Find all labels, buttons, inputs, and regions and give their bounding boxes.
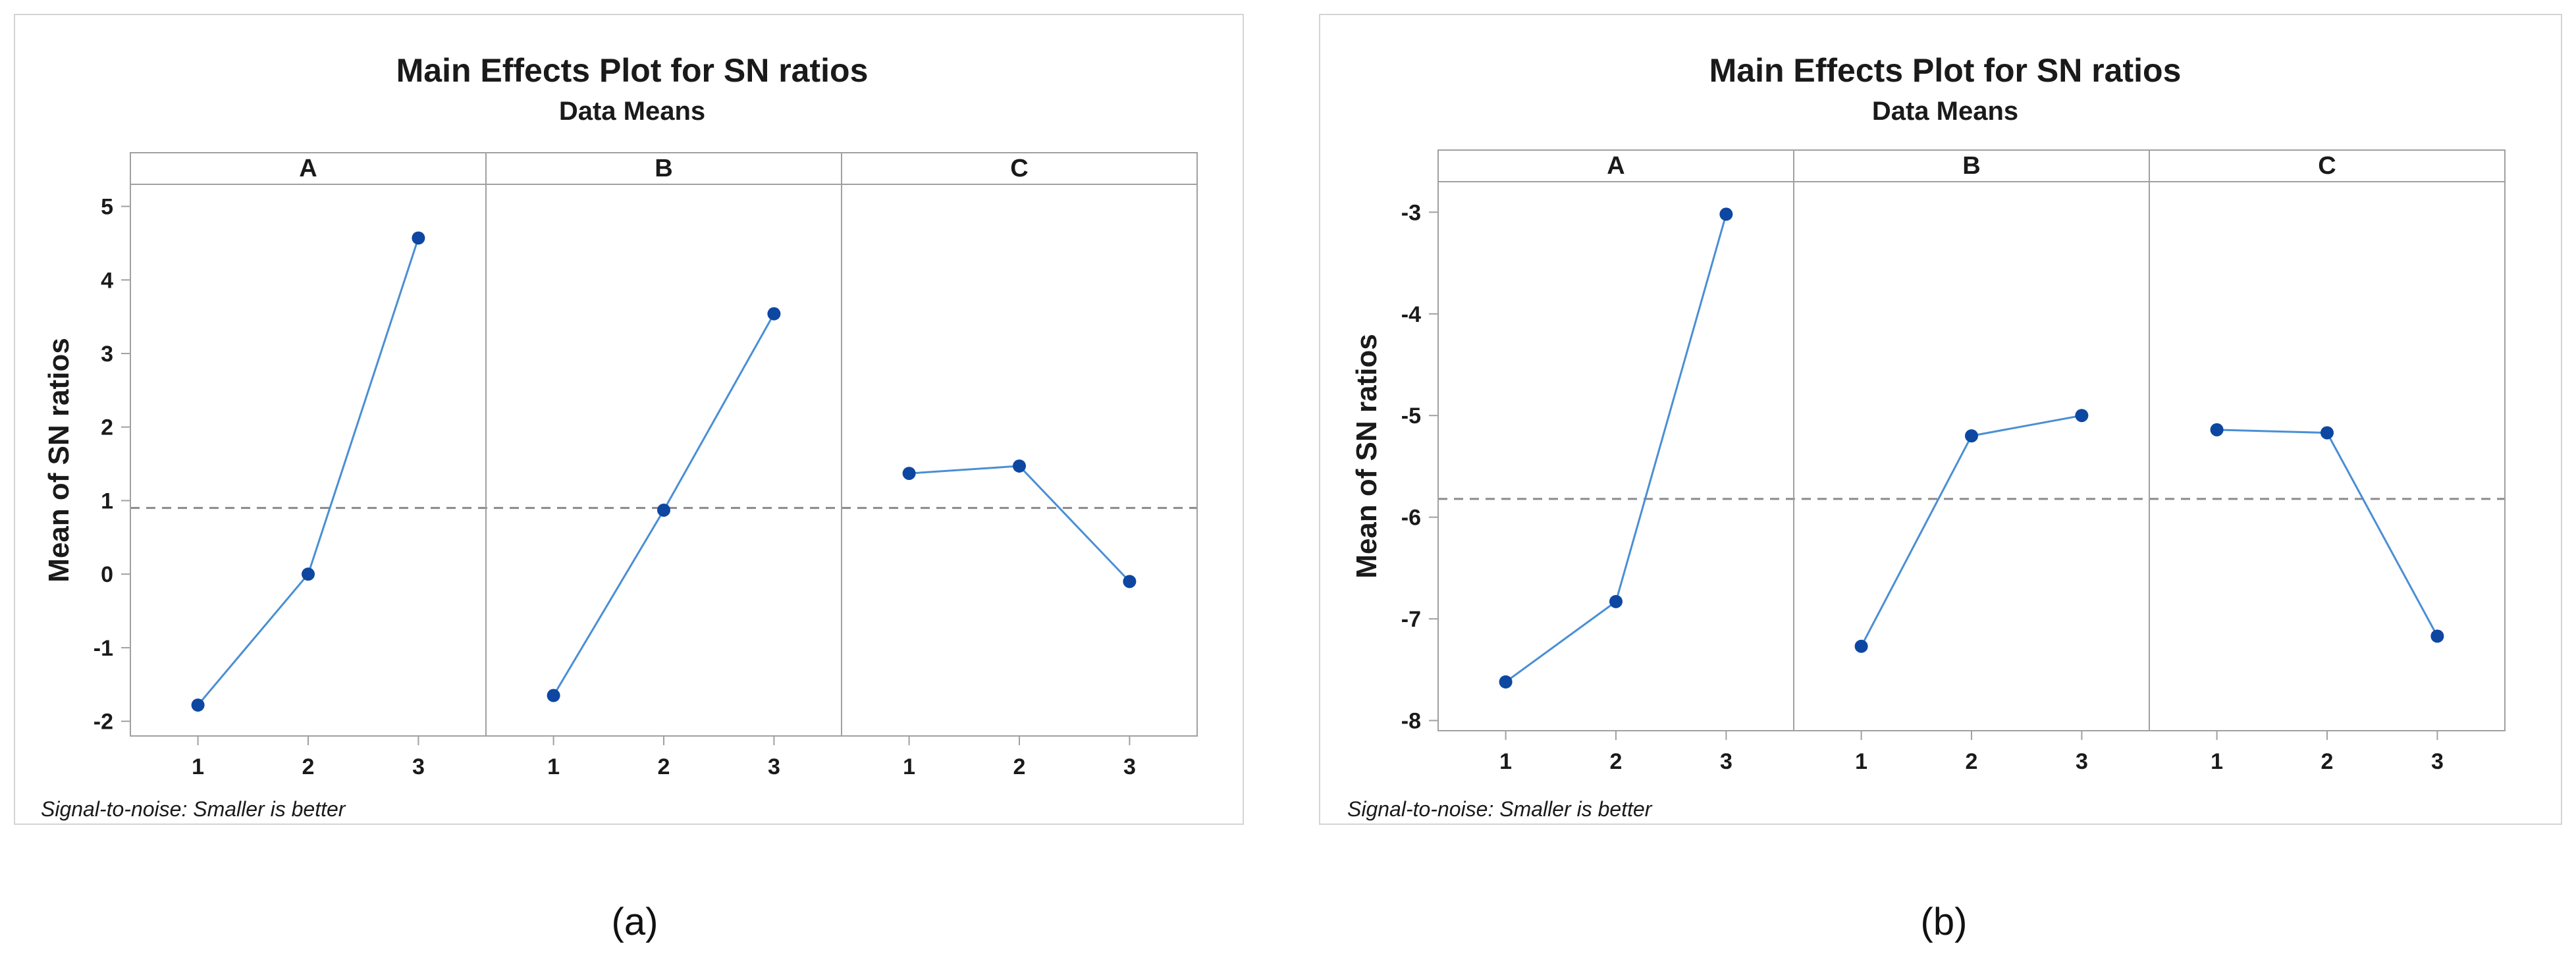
y-tick-label: 1 (101, 488, 113, 513)
facet-label-A: A (1607, 152, 1624, 180)
data-point (1719, 207, 1733, 221)
data-point (2075, 409, 2089, 423)
x-tick-label: 2 (1013, 754, 1026, 779)
x-tick-label: 1 (547, 754, 560, 779)
facet-label-B: B (1962, 152, 1980, 180)
y-tick-label: -7 (1401, 607, 1421, 632)
data-point (1854, 639, 1868, 653)
x-tick-label: 2 (302, 754, 315, 779)
data-point (1499, 675, 1513, 689)
data-point (767, 307, 781, 321)
y-tick-label: 4 (101, 268, 113, 293)
y-tick-label: -1 (94, 636, 113, 661)
data-point (2210, 423, 2224, 436)
x-tick-label: 3 (412, 754, 425, 779)
data-point (547, 689, 560, 702)
data-point (302, 567, 315, 581)
data-point (1965, 429, 1978, 443)
facet-label-B: B (655, 155, 672, 182)
chart-subtitle: Data Means (559, 97, 705, 126)
x-tick-label: 1 (903, 754, 915, 779)
y-tick-label: 0 (101, 562, 113, 587)
facet-label-C: C (2318, 152, 2336, 180)
y-axis-label: Mean of SN ratios (1351, 334, 1383, 579)
plot-border (1437, 149, 2506, 731)
x-tick-label: 2 (658, 754, 670, 779)
data-point (1123, 575, 1137, 589)
x-tick-label: 3 (1720, 749, 1732, 774)
x-tick-label: 3 (768, 754, 780, 779)
footnote: Signal-to-noise: Smaller is better (41, 797, 346, 821)
chart-0: Main Effects Plot for SN ratios Data Mean… (14, 14, 1244, 825)
y-tick-label: -3 (1401, 200, 1421, 225)
data-point (2430, 629, 2444, 643)
x-tick-label: 1 (1855, 749, 1867, 774)
chart-title: Main Effects Plot for SN ratios (396, 52, 869, 89)
chart-subtitle: Data Means (1872, 97, 2018, 126)
data-point (902, 467, 916, 481)
y-tick-label: -8 (1401, 709, 1421, 734)
data-point (657, 503, 670, 517)
data-point (412, 231, 425, 245)
caption-1: (b) (1921, 901, 1968, 943)
data-point (2321, 426, 2334, 440)
y-tick-label: -2 (94, 710, 113, 735)
y-tick-label: 3 (101, 342, 113, 367)
x-tick-label: 1 (2211, 749, 2223, 774)
y-tick-label: -6 (1401, 506, 1421, 531)
y-tick-label: -5 (1401, 404, 1421, 429)
y-tick-label: 2 (101, 415, 113, 440)
plot-border (130, 152, 1198, 737)
x-tick-label: 3 (1123, 754, 1136, 779)
caption-0: (a) (612, 901, 658, 943)
x-tick-label: 2 (1610, 749, 1623, 774)
data-point (1609, 594, 1623, 608)
x-tick-label: 3 (2431, 749, 2444, 774)
y-tick-label: 5 (101, 195, 113, 220)
x-tick-label: 2 (1966, 749, 1978, 774)
chart-title: Main Effects Plot for SN ratios (1709, 52, 2182, 89)
x-tick-label: 1 (192, 754, 204, 779)
x-tick-label: 2 (2321, 749, 2334, 774)
x-tick-label: 1 (1499, 749, 1512, 774)
facet-label-C: C (1010, 155, 1028, 182)
chart-frame (1319, 14, 2562, 825)
facet-label-A: A (299, 155, 317, 182)
data-point (191, 698, 205, 712)
footnote: Signal-to-noise: Smaller is better (1347, 797, 1653, 821)
y-axis-label: Mean of SN ratios (43, 338, 75, 583)
y-tick-label: -4 (1401, 302, 1421, 327)
data-point (1013, 459, 1026, 473)
x-tick-label: 3 (2076, 749, 2088, 774)
chart-1: Main Effects Plot for SN ratios Data Mean… (1319, 14, 2562, 825)
chart-frame (14, 14, 1244, 825)
